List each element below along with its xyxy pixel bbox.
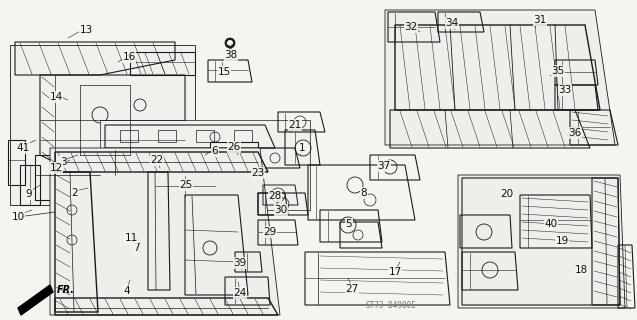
Polygon shape [50, 148, 280, 315]
Text: 15: 15 [217, 67, 231, 77]
Text: 1: 1 [299, 143, 305, 153]
Text: 20: 20 [501, 189, 513, 199]
Text: 23: 23 [252, 168, 264, 178]
Text: 40: 40 [545, 219, 557, 229]
Text: 17: 17 [389, 267, 401, 277]
Text: 4: 4 [124, 286, 131, 296]
Text: 10: 10 [11, 212, 25, 222]
Text: 5: 5 [346, 219, 352, 229]
Text: 12: 12 [50, 163, 62, 173]
Polygon shape [100, 120, 310, 210]
Text: 41: 41 [17, 143, 30, 153]
Text: ST73-B4900E: ST73-B4900E [365, 301, 416, 310]
Polygon shape [18, 285, 53, 315]
Text: 37: 37 [377, 161, 390, 171]
Polygon shape [10, 45, 195, 205]
Text: 3: 3 [60, 157, 66, 167]
Circle shape [225, 38, 235, 48]
Text: 6: 6 [211, 146, 218, 156]
Text: 26: 26 [227, 142, 241, 152]
Text: 31: 31 [533, 15, 547, 25]
Text: 25: 25 [180, 180, 192, 190]
Text: 2: 2 [72, 188, 78, 198]
Bar [158, 130, 176, 142]
Bar [196, 130, 214, 142]
Text: 35: 35 [552, 66, 564, 76]
Text: 18: 18 [575, 265, 587, 275]
Text: 36: 36 [568, 128, 582, 138]
Text: FR.: FR. [57, 285, 75, 295]
Text: 30: 30 [275, 205, 287, 215]
Text: 19: 19 [555, 236, 569, 246]
Text: 28: 28 [268, 191, 282, 201]
Text: 13: 13 [80, 25, 92, 35]
Polygon shape [385, 10, 615, 145]
Circle shape [227, 40, 233, 46]
Text: 7: 7 [132, 243, 140, 253]
Text: 9: 9 [25, 189, 32, 199]
Text: 8: 8 [361, 188, 368, 198]
Text: 21: 21 [289, 120, 302, 130]
Bar [120, 130, 138, 142]
Text: 34: 34 [445, 18, 459, 28]
Text: 29: 29 [263, 227, 276, 237]
Text: 16: 16 [122, 52, 136, 62]
Text: 22: 22 [150, 155, 164, 165]
Text: 27: 27 [345, 284, 359, 294]
Text: 11: 11 [124, 233, 138, 243]
Text: 39: 39 [233, 258, 247, 268]
Polygon shape [458, 175, 625, 308]
Text: 14: 14 [50, 92, 62, 102]
Text: 24: 24 [233, 288, 247, 298]
Bar [234, 130, 252, 142]
Text: 38: 38 [224, 50, 238, 60]
Text: 33: 33 [559, 85, 571, 95]
Text: 32: 32 [404, 22, 418, 32]
